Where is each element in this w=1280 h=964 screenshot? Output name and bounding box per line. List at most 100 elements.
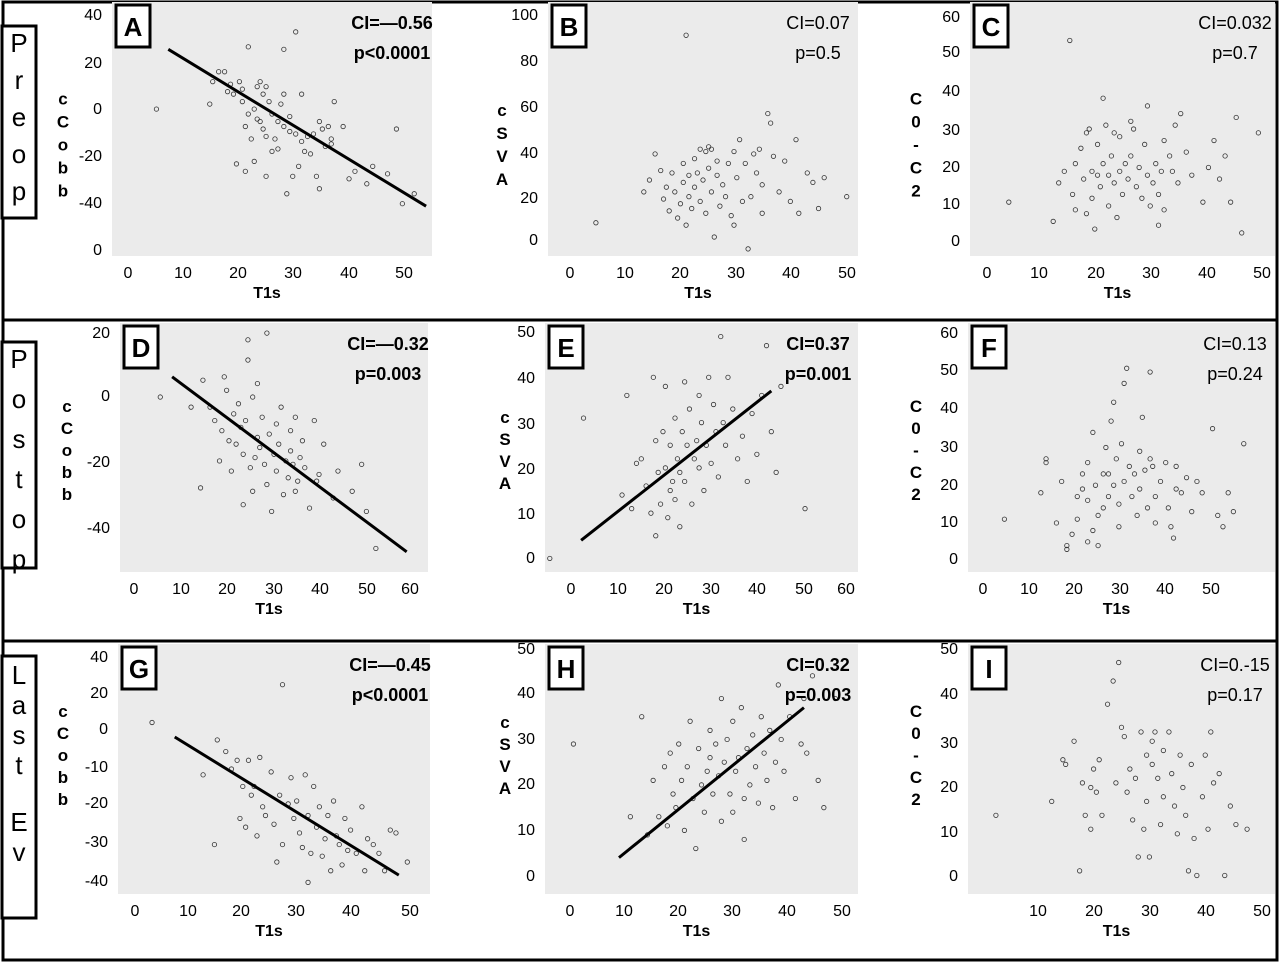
data-point	[308, 850, 314, 856]
panel-letter: E	[557, 333, 574, 363]
y-tick-label: 20	[940, 477, 958, 494]
data-point	[707, 727, 713, 733]
data-point	[761, 750, 767, 756]
data-point	[1072, 207, 1078, 213]
data-point	[759, 210, 765, 216]
data-point	[1144, 505, 1151, 511]
data-point	[684, 764, 690, 770]
data-point	[233, 161, 240, 167]
data-point	[254, 84, 260, 90]
row-label-letter: s	[13, 424, 26, 454]
x-tick-label: 10	[1020, 581, 1038, 598]
data-point	[731, 222, 737, 228]
data-point	[694, 438, 700, 444]
data-point	[251, 158, 257, 164]
data-point	[373, 545, 379, 552]
data-point	[1053, 520, 1060, 526]
y-tick-label: -40	[85, 873, 108, 890]
data-point	[287, 428, 294, 434]
data-point	[263, 133, 269, 140]
data-point	[787, 198, 793, 205]
data-point	[1108, 153, 1115, 159]
data-point	[844, 194, 850, 200]
data-point	[776, 189, 782, 195]
data-point	[266, 431, 272, 437]
y-tick-label: 0	[93, 101, 102, 118]
data-point	[686, 172, 692, 178]
data-point	[697, 198, 703, 205]
x-axis-label: T1s	[253, 285, 281, 302]
data-point	[1199, 490, 1205, 496]
data-point	[1049, 798, 1055, 805]
data-point	[680, 179, 686, 186]
data-point	[197, 485, 204, 491]
plot-area	[968, 644, 1275, 894]
data-point	[362, 868, 368, 874]
panel-letter-box	[550, 3, 588, 49]
data-point	[296, 163, 302, 169]
data-point	[1215, 512, 1221, 519]
data-point	[1063, 761, 1069, 767]
row-label-letter: s	[13, 720, 26, 750]
data-point	[1111, 399, 1117, 405]
data-point	[1104, 701, 1111, 707]
data-point	[1135, 854, 1141, 860]
y-tick-label: 20	[84, 55, 102, 72]
data-point	[1106, 203, 1112, 209]
plot-area	[118, 644, 430, 894]
data-point	[1114, 214, 1120, 221]
x-tick-label: 40	[1198, 265, 1216, 282]
data-point	[299, 844, 305, 851]
data-point	[1147, 456, 1153, 462]
data-point	[250, 394, 256, 400]
p-value: p<0.0001	[354, 43, 431, 63]
data-point	[287, 128, 293, 135]
panel-c: 0 10 20 30 40 50 60 50 40 30 20 10 0 T1s C 0 -C 2 C CI=0.03…	[910, 2, 1275, 302]
y-tick-label: 30	[517, 416, 535, 433]
data-point	[322, 836, 328, 842]
data-point	[1085, 497, 1091, 503]
row-label-letter: t	[15, 464, 23, 494]
data-point	[750, 732, 756, 738]
x-tick-label: 30	[284, 265, 302, 282]
data-point	[252, 454, 258, 461]
data-point	[832, 695, 838, 702]
data-point	[1090, 429, 1096, 436]
data-point	[1081, 176, 1087, 182]
data-point	[1166, 729, 1172, 735]
data-point	[679, 429, 685, 435]
data-point	[674, 456, 681, 462]
panel-e: 0 10 20 30 40 50 60 50 40 30 20 10 0 T1s c S V A E CI=0.37 p…	[499, 323, 858, 618]
data-point	[1064, 546, 1070, 552]
data-point	[288, 775, 294, 781]
data-point	[1133, 184, 1139, 190]
data-point	[667, 442, 673, 448]
data-point	[680, 160, 686, 167]
data-point	[1006, 199, 1012, 205]
data-point	[319, 126, 325, 132]
data-point	[1183, 475, 1190, 481]
data-point	[753, 170, 760, 176]
x-tick-label: 10	[615, 903, 633, 920]
data-point	[260, 126, 266, 132]
data-point	[316, 471, 322, 478]
data-point	[359, 804, 365, 810]
data-point	[815, 777, 821, 783]
data-point	[1144, 798, 1150, 805]
data-point	[336, 841, 342, 848]
data-point	[1067, 37, 1073, 44]
plot-area	[112, 2, 432, 256]
data-point	[580, 415, 587, 421]
data-point	[1155, 222, 1162, 228]
x-tick-label: 40	[342, 903, 360, 920]
panel-letter-box	[970, 645, 1008, 691]
data-point	[708, 189, 715, 195]
data-point	[313, 173, 320, 179]
x-tick-label: 60	[837, 581, 855, 598]
data-point	[627, 814, 633, 820]
data-point	[1117, 168, 1123, 174]
data-point	[287, 113, 293, 120]
